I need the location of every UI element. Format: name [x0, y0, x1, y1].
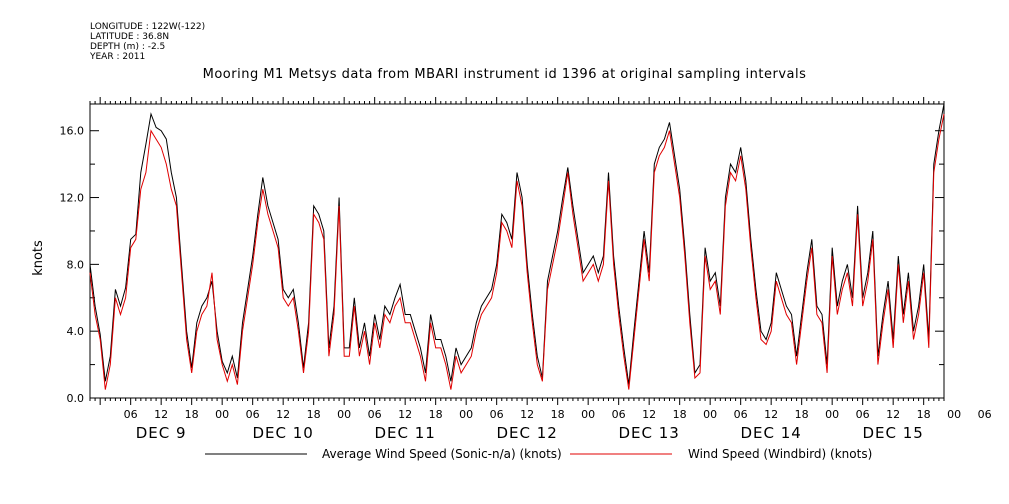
series-lines [89, 103, 945, 390]
x-tick-label: 06 [368, 408, 382, 421]
series-line-sonic [89, 103, 945, 385]
x-day-label: DEC 12 [496, 424, 557, 442]
x-tick-label: 18 [429, 408, 443, 421]
x-tick-label: 06 [124, 408, 138, 421]
x-tick-label: 18 [673, 408, 687, 421]
x-tick-label: 06 [978, 408, 992, 421]
y-tick-label: 16.0 [60, 125, 85, 138]
y-tick-label: 4.0 [67, 325, 85, 338]
x-tick-label: 06 [246, 408, 260, 421]
latitude-text: LATITUDE : 36.8N [90, 32, 170, 42]
x-tick-label: 00 [825, 408, 839, 421]
plot-border [89, 103, 945, 399]
plot-frame [89, 103, 945, 399]
x-tick-label: 06 [490, 408, 504, 421]
x-tick-label: 18 [551, 408, 565, 421]
longitude-text: LONGITUDE : 122W(-122) [90, 22, 206, 32]
x-day-label: DEC 10 [252, 424, 313, 442]
x-day-label: DEC 11 [374, 424, 435, 442]
x-tick-label: 18 [185, 408, 199, 421]
x-tick-label: 06 [734, 408, 748, 421]
x-tick-label: 12 [154, 408, 168, 421]
x-tick-label: 00 [459, 408, 473, 421]
x-tick-label: 18 [307, 408, 321, 421]
x-tick-label: 06 [856, 408, 870, 421]
x-day-label: DEC 14 [740, 424, 801, 442]
x-day-label: DEC 15 [862, 424, 923, 442]
chart-title: Mooring M1 Metsys data from MBARI instru… [202, 67, 807, 82]
x-tick-label: 00 [947, 408, 961, 421]
depth-text: DEPTH (m) : -2.5 [90, 42, 166, 52]
x-tick-label: 12 [642, 408, 656, 421]
y-tick-label: 0.0 [67, 392, 85, 405]
x-tick-label: 06 [612, 408, 626, 421]
legend-label-windbird: Wind Speed (Windbird) (knots) [688, 447, 872, 461]
x-day-label: DEC 9 [136, 424, 187, 442]
x-tick-label: 12 [276, 408, 290, 421]
y-axis-label: knots [31, 240, 46, 276]
x-tick-label: 00 [703, 408, 717, 421]
x-tick-label: 00 [215, 408, 229, 421]
x-tick-label: 00 [337, 408, 351, 421]
series-line-windbird [89, 113, 945, 390]
y-tick-label: 8.0 [67, 258, 85, 271]
axis-labels: 06 12 18 00 06 12 18 00 06 12 18 00 06 12 18 00 06 12 18 00… [60, 125, 1009, 442]
y-tick-label: 12.0 [60, 192, 85, 205]
x-tick-label: 18 [917, 408, 931, 421]
legend-label-sonic: Average Wind Speed (Sonic-n/a) (knots) [322, 447, 562, 461]
x-tick-label: 12 [398, 408, 412, 421]
x-tick-label: 12 [520, 408, 534, 421]
axis-ticks [89, 97, 945, 405]
x-tick-label: 12 [764, 408, 778, 421]
x-day-label: DEC 13 [618, 424, 679, 442]
x-tick-label: 12 [886, 408, 900, 421]
x-tick-label: 00 [581, 408, 595, 421]
legend: Average Wind Speed (Sonic-n/a) (knots) W… [205, 447, 872, 461]
year-text: YEAR : 2011 [90, 52, 146, 62]
x-tick-label: 18 [795, 408, 809, 421]
metadata-block: LONGITUDE : 122W(-122) LATITUDE : 36.8N … [90, 22, 205, 62]
